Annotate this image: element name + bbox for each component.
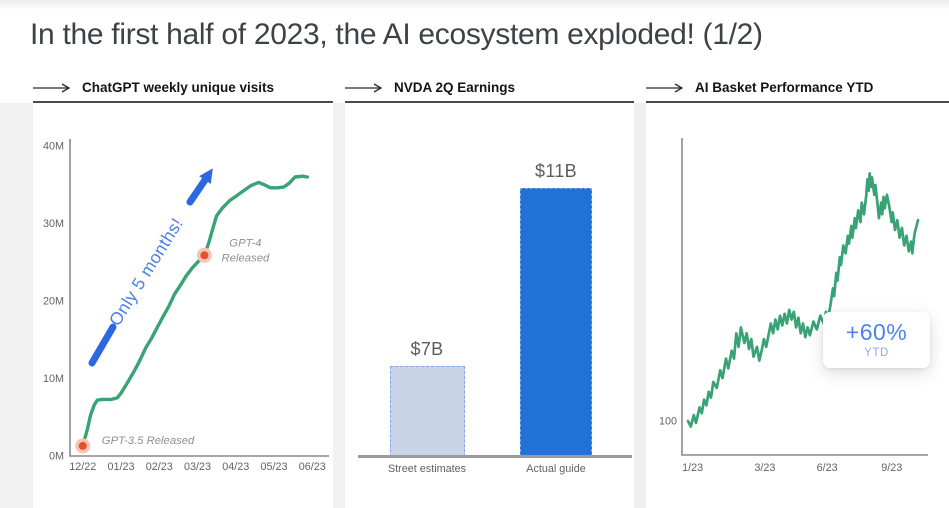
chatgpt-chart-card: 0M 10M 20M 30M 40M 12/22 01/23 02/23 03/23 04/23 0… [33,103,333,508]
panel-title-chatgpt: ChatGPT weekly unique visits [82,80,275,95]
panel-header-nvda: NVDA 2Q Earnings [345,74,634,103]
ai-basket-line-chart: 100 1/23 3/23 6/23 9/23 [659,138,928,474]
panel-title-ai-basket: AI Basket Performance YTD [695,80,874,95]
svg-text:Only 5 months!: Only 5 months! [105,214,187,329]
panel-ai-basket: AI Basket Performance YTD 100 1/23 3/23 6/2… [646,74,949,508]
panel-title-nvda: NVDA 2Q Earnings [394,80,516,95]
svg-text:03/23: 03/23 [184,461,211,473]
long-arrow-icon [646,82,684,93]
ai-basket-chart-card: 100 1/23 3/23 6/23 9/23 +60% YTD [646,103,949,508]
svg-text:01/23: 01/23 [107,461,134,473]
svg-text:3/23: 3/23 [754,462,775,474]
svg-text:1/23: 1/23 [682,462,703,474]
nvda-bar-chart-card: $7B $11B Street estimates Actual guide [345,103,634,508]
svg-text:Released: Released [222,252,270,264]
svg-text:9/23: 9/23 [881,462,902,474]
svg-text:05/23: 05/23 [260,461,287,473]
svg-text:GPT-4: GPT-4 [229,237,261,249]
svg-text:0M: 0M [49,451,64,463]
panel-nvda-earnings: NVDA 2Q Earnings $7B $11B Street estimat… [345,74,634,508]
svg-text:12/22: 12/22 [69,461,96,473]
ytd-performance-badge: +60% YTD [823,312,930,368]
category-label-actual-guide: Actual guide [526,463,586,475]
panel-header-chatgpt: ChatGPT weekly unique visits [33,74,333,103]
category-label-street-estimates: Street estimates [387,463,466,475]
street-estimates-bar [390,366,465,457]
bar-chart-baseline [358,455,632,458]
svg-text:10M: 10M [43,373,64,385]
long-arrow-icon [33,82,71,93]
panel-chatgpt-visits: ChatGPT weekly unique visits 0M 10M 20M 30M… [33,74,333,508]
long-arrow-icon [345,82,383,93]
ytd-percent-value: +60% [845,319,908,346]
ytd-badge-label: YTD [864,347,889,360]
actual-guide-value-label: $11B [535,161,577,181]
svg-text:6/23: 6/23 [817,462,838,474]
svg-text:40M: 40M [43,141,64,153]
svg-text:100: 100 [659,416,677,428]
svg-text:GPT-3.5 Released: GPT-3.5 Released [102,435,195,447]
svg-text:04/23: 04/23 [222,461,249,473]
page-title: In the first half of 2023, the AI ecosys… [30,18,763,51]
svg-text:06/23: 06/23 [299,461,326,473]
top-fade-strip [0,0,949,10]
svg-text:20M: 20M [43,296,64,308]
chatgpt-visits-line-chart: 0M 10M 20M 30M 40M 12/22 01/23 02/23 03/23 04/23 0… [43,139,329,473]
svg-text:30M: 30M [43,218,64,230]
panel-header-ai-basket: AI Basket Performance YTD [646,74,949,103]
svg-text:02/23: 02/23 [146,461,173,473]
street-estimates-value-label: $7B [410,339,444,359]
actual-guide-bar [520,188,592,457]
